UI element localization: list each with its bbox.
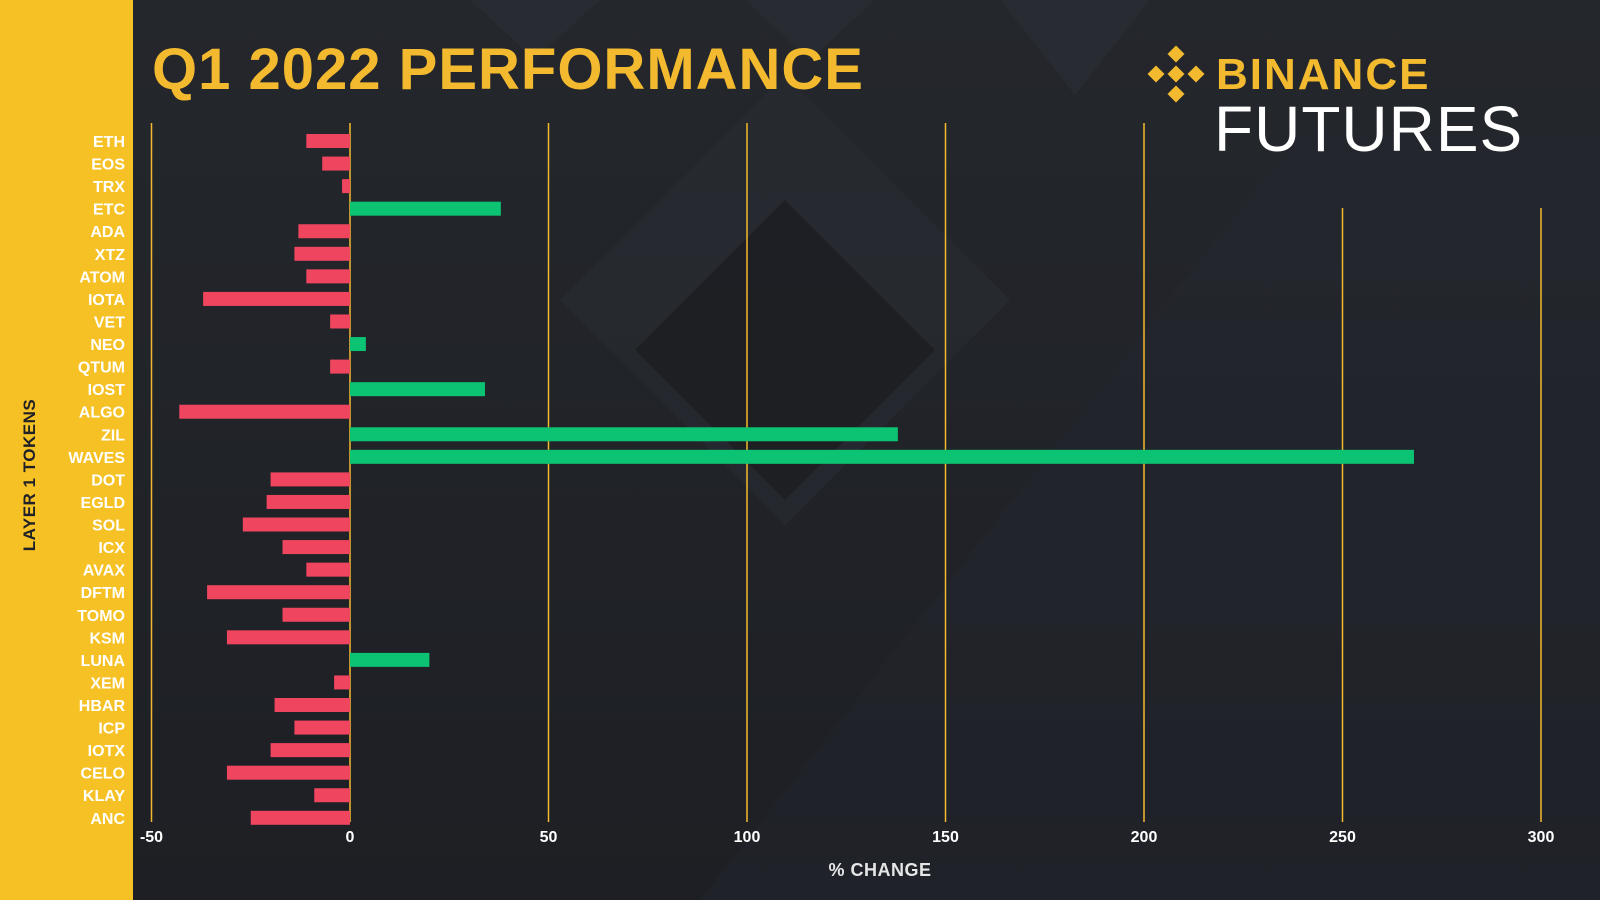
category-label-anc: ANC (90, 811, 125, 828)
binance-diamond-icon (1147, 45, 1205, 103)
sidebar-band (0, 0, 133, 900)
bar-sol (242, 517, 350, 532)
bar-iota (203, 291, 350, 306)
bar-klay (314, 788, 350, 803)
category-label-eth: ETH (93, 134, 125, 151)
bar-ada (298, 224, 350, 239)
bar-ksm (226, 630, 350, 645)
category-label-neo: NEO (90, 337, 125, 354)
bar-tomo (282, 607, 350, 622)
x-axis-title: % CHANGE (828, 860, 932, 880)
bar-eos (322, 156, 350, 171)
bar-egld (266, 494, 350, 509)
bar-luna (350, 652, 430, 667)
bar-algo (179, 404, 350, 419)
category-label-icp: ICP (98, 721, 125, 738)
x-tick-label: 200 (1131, 829, 1158, 846)
category-label-hbar: HBAR (79, 698, 126, 715)
bar-trx (342, 179, 350, 194)
category-label-icx: ICX (98, 540, 125, 557)
category-label-avax: AVAX (83, 563, 125, 580)
category-label-trx: TRX (93, 179, 125, 196)
chart-title: Q1 2022 PERFORMANCE (152, 37, 864, 102)
category-label-celo: CELO (81, 766, 125, 783)
category-label-algo: ALGO (79, 405, 125, 422)
category-labels: ETH EOS TRX ETC ADA XTZ ATOM IOTA VET NEO QTUM IOST… (68, 134, 125, 828)
x-tick-label: 300 (1528, 829, 1555, 846)
binance-futures-logo: BINANCE FUTURES (1146, 40, 1546, 170)
category-label-luna: LUNA (81, 653, 126, 670)
category-label-klay: KLAY (83, 788, 125, 805)
category-label-dot: DOT (91, 472, 125, 489)
category-label-etc: ETC (93, 202, 125, 219)
x-tick-label: 0 (346, 829, 355, 846)
category-label-xem: XEM (90, 675, 125, 692)
bar-qtum (330, 359, 350, 374)
category-label-iotx: IOTX (88, 743, 126, 760)
bar-xtz (294, 246, 350, 261)
category-label-eos: EOS (91, 157, 125, 174)
bar-waves (350, 449, 1414, 464)
bar-iotx (270, 743, 350, 758)
bar-vet (330, 314, 350, 329)
bar-zil (350, 427, 898, 442)
x-tick-labels: -50 0 50 100 150 200 250 300 (140, 829, 1555, 846)
bar-neo (350, 337, 366, 352)
category-label-ksm: KSM (89, 630, 125, 647)
x-tick-label: 100 (734, 829, 761, 846)
bar-celo (226, 765, 350, 780)
logo-product-text: FUTURES (1214, 93, 1524, 165)
x-tick-label: 150 (932, 829, 959, 846)
x-tick-label: 50 (540, 829, 558, 846)
bar-atom (306, 269, 350, 284)
bar-xem (334, 675, 350, 690)
category-label-waves: WAVES (68, 450, 125, 467)
category-label-vet: VET (94, 314, 125, 331)
category-label-ada: ADA (90, 224, 125, 241)
category-label-sol: SOL (92, 518, 125, 535)
bar-icp (294, 720, 350, 735)
bar-avax (306, 562, 350, 577)
category-label-zil: ZIL (101, 427, 125, 444)
category-label-dftm: DFTM (81, 585, 125, 602)
bar-dftm (207, 585, 350, 600)
category-label-qtum: QTUM (78, 360, 125, 377)
bar-iost (350, 382, 485, 397)
gridlines (150, 123, 1542, 822)
bar-dot (270, 472, 350, 487)
bar-etc (350, 201, 501, 216)
bar-icx (282, 540, 350, 555)
bar-eth (306, 134, 350, 148)
category-label-tomo: TOMO (77, 608, 125, 625)
category-label-iost: IOST (88, 382, 126, 399)
bars (179, 134, 1414, 825)
category-label-xtz: XTZ (95, 247, 125, 264)
x-tick-label: -50 (140, 829, 163, 846)
category-label-egld: EGLD (81, 495, 125, 512)
x-tick-label: 250 (1329, 829, 1356, 846)
category-label-atom: ATOM (79, 269, 125, 286)
bar-anc (250, 810, 350, 825)
bar-hbar (274, 698, 350, 712)
category-label-iota: IOTA (88, 292, 125, 309)
logo-brand-text: BINANCE (1216, 50, 1431, 99)
